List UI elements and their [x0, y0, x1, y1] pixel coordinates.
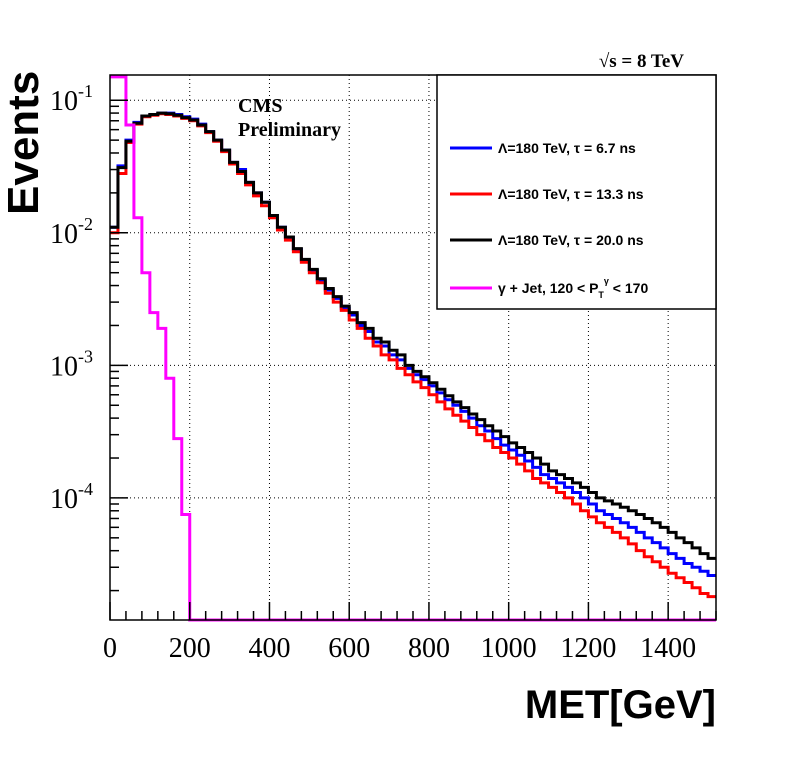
- legend-label: Λ=180 TeV, τ = 20.0 ns: [498, 232, 644, 248]
- cms-label: CMS: [238, 95, 282, 117]
- x-axis-ticks: 0 200 400 600 800 1000 1200 1400: [103, 602, 717, 664]
- x-tick-label: 400: [248, 633, 290, 664]
- legend-label: Λ=180 TeV, τ = 6.7 ns: [498, 140, 636, 156]
- y-tick-label: 10-2: [50, 214, 93, 250]
- x-tick-label: 800: [408, 633, 450, 664]
- legend-label: Λ=180 TeV, τ = 13.3 ns: [498, 186, 644, 202]
- y-tick-label: 10-4: [50, 479, 93, 515]
- x-tick-label: 600: [328, 633, 370, 664]
- y-axis-ticks: 10-1 10-2 10-3 10-4: [50, 81, 128, 592]
- legend-label: γ + Jet, 120 < PTγ < 170: [498, 276, 648, 300]
- y-axis-title: Events: [0, 71, 48, 215]
- preliminary-label: Preliminary: [238, 119, 341, 141]
- x-tick-label: 1200: [560, 633, 616, 664]
- energy-label: √s = 8 TeV: [599, 51, 684, 72]
- legend-box: [436, 74, 717, 310]
- x-tick-label: 1400: [640, 633, 696, 664]
- x-axis-title: MET[GeV]: [525, 683, 716, 727]
- x-tick-label: 200: [169, 633, 211, 664]
- series-line-3: [110, 111, 716, 560]
- y-tick-label: 10-1: [50, 81, 93, 117]
- x-tick-label: 1000: [481, 633, 537, 664]
- legend: Λ=180 TeV, τ = 6.7 ns Λ=180 TeV, τ = 13.3…: [450, 140, 648, 300]
- y-tick-label: 10-3: [50, 346, 93, 382]
- x-tick-label: 0: [103, 633, 117, 664]
